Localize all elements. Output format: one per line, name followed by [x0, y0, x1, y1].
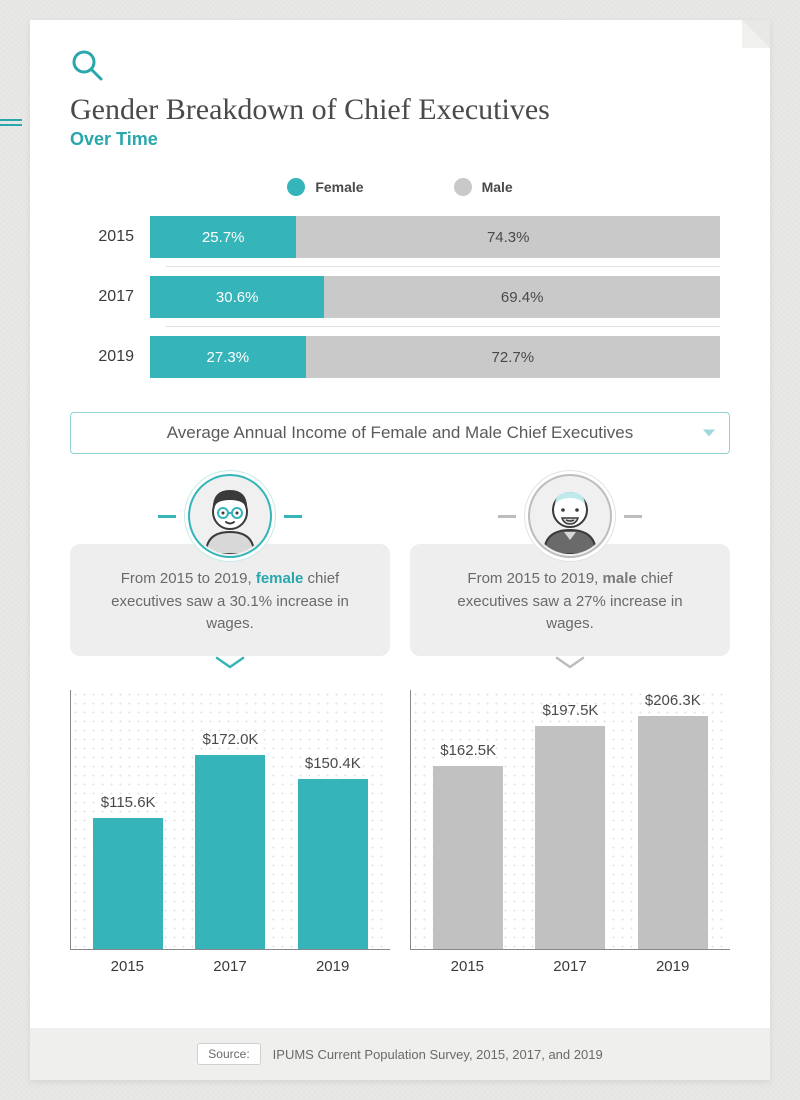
bar-value-label: $115.6K [101, 794, 156, 811]
bar: $162.5K [433, 766, 503, 949]
stacked-bar-chart: 201525.7%74.3% 201730.6%69.4% 201927.3%72.… [30, 216, 770, 378]
avatar-row-female [158, 476, 302, 556]
bar-value-label: $206.3K [645, 692, 701, 709]
bar-value-label: $172.0K [203, 731, 259, 748]
legend-label-male: Male [482, 179, 513, 195]
chevron-down-icon [215, 656, 245, 670]
x-tick-label: 2019 [316, 958, 349, 975]
stacked-bar: 30.6%69.4% [150, 276, 720, 318]
income-panels: From 2015 to 2019, female chief executiv… [30, 476, 770, 975]
x-tick-label: 2017 [213, 958, 246, 975]
bar: $115.6K [93, 818, 163, 948]
summary-bubble-female: From 2015 to 2019, female chief executiv… [70, 544, 390, 656]
bar: $197.5K [535, 726, 605, 948]
stacked-row: 201525.7%74.3% [80, 216, 720, 258]
bubble-text: From 2015 to 2019, female chief executiv… [111, 570, 349, 632]
bar-value-label: $197.5K [543, 702, 599, 719]
stacked-year-label: 2019 [80, 348, 150, 366]
x-tick-label: 2019 [656, 958, 689, 975]
x-axis-labels: 2015 2017 2019 [70, 950, 390, 975]
accent-hash-decoration [0, 118, 22, 126]
stacked-segment-female: 30.6% [150, 276, 324, 318]
legend: Female Male [30, 178, 770, 196]
header: Gender Breakdown of Chief Executives Ove… [30, 20, 770, 160]
bubble-text: From 2015 to 2019, male chief executives… [457, 570, 682, 632]
stacked-year-label: 2017 [80, 288, 150, 306]
legend-swatch-female [287, 178, 305, 196]
dash-decoration [158, 515, 176, 518]
bar-chart-male: $162.5K $197.5K $206.3K [410, 690, 730, 950]
page-title: Gender Breakdown of Chief Executives [70, 93, 730, 127]
avatar-row-male [498, 476, 642, 556]
x-axis-labels: 2015 2017 2019 [410, 950, 730, 975]
summary-bubble-male: From 2015 to 2019, male chief executives… [410, 544, 730, 656]
source-text: IPUMS Current Population Survey, 2015, 2… [273, 1047, 603, 1062]
dash-decoration [284, 515, 302, 518]
x-tick-label: 2015 [451, 958, 484, 975]
source-footer: Source: IPUMS Current Population Survey,… [30, 1028, 770, 1080]
x-tick-label: 2015 [111, 958, 144, 975]
legend-item-female: Female [287, 178, 363, 196]
source-tag: Source: [197, 1043, 260, 1065]
infographic-card: Gender Breakdown of Chief Executives Ove… [30, 20, 770, 1080]
magnifying-glass-icon [70, 48, 730, 87]
stacked-segment-male: 74.3% [296, 216, 720, 258]
stacked-bar: 27.3%72.7% [150, 336, 720, 378]
bar-value-label: $150.4K [305, 755, 361, 772]
dash-decoration [624, 515, 642, 518]
bar: $150.4K [298, 779, 368, 948]
stacked-year-label: 2015 [80, 228, 150, 246]
bar-value-label: $162.5K [440, 742, 496, 759]
stacked-segment-male: 69.4% [324, 276, 720, 318]
legend-item-male: Male [454, 178, 513, 196]
avatar-female-icon [190, 476, 270, 556]
bar: $172.0K [195, 755, 265, 949]
panel-female: From 2015 to 2019, female chief executiv… [70, 476, 390, 975]
panel-male: From 2015 to 2019, male chief executives… [410, 476, 730, 975]
stacked-segment-female: 27.3% [150, 336, 306, 378]
bar: $206.3K [638, 716, 708, 948]
chevron-down-icon [555, 656, 585, 670]
stacked-segment-male: 72.7% [306, 336, 720, 378]
avatar-male-icon [530, 476, 610, 556]
legend-label-female: Female [315, 179, 363, 195]
page-subtitle: Over Time [70, 129, 730, 150]
dash-decoration [498, 515, 516, 518]
dropdown-label: Average Annual Income of Female and Male… [167, 423, 634, 443]
section-dropdown[interactable]: Average Annual Income of Female and Male… [70, 412, 730, 454]
stacked-row: 201927.3%72.7% [80, 336, 720, 378]
stacked-segment-female: 25.7% [150, 216, 296, 258]
legend-swatch-male [454, 178, 472, 196]
bar-chart-female: $115.6K $172.0K $150.4K [70, 690, 390, 950]
chevron-down-icon [703, 430, 715, 437]
stacked-bar: 25.7%74.3% [150, 216, 720, 258]
stacked-row: 201730.6%69.4% [80, 276, 720, 318]
x-tick-label: 2017 [553, 958, 586, 975]
